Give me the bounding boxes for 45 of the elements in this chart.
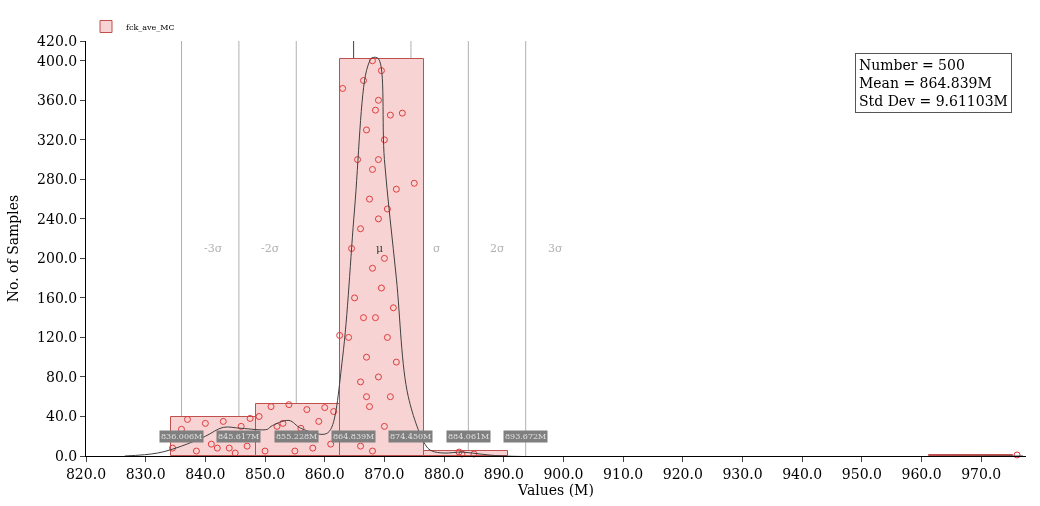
annotation: 836.006M bbox=[161, 432, 203, 441]
x-tick-label: 950.0 bbox=[841, 465, 882, 482]
ref-line-label: σ bbox=[433, 242, 441, 255]
annotation: 864.839M bbox=[333, 432, 375, 441]
y-tick-label: 0.0 bbox=[54, 447, 78, 464]
y-tick-label: 240.0 bbox=[37, 210, 78, 227]
annotation: Number = 500 Mean = 864.839M Std Dev = 9.61103M bbox=[859, 57, 1008, 110]
x-tick-label: 860.0 bbox=[304, 465, 345, 482]
legend-label: fck_ave_MC bbox=[126, 22, 175, 32]
annotation: 845.617M bbox=[218, 432, 260, 441]
ref-line-label: -3σ bbox=[204, 242, 223, 255]
y-tick-label: 80.0 bbox=[46, 368, 78, 385]
y-tick-label: 160.0 bbox=[37, 289, 78, 306]
annotation: 893.672M bbox=[505, 432, 547, 441]
x-tick-label: 960.0 bbox=[901, 465, 942, 482]
x-tick-label: 890.0 bbox=[483, 465, 524, 482]
y-tick-label: 280.0 bbox=[37, 171, 78, 188]
annotation: 855.228M bbox=[276, 432, 318, 441]
ref-line-label: 3σ bbox=[548, 242, 563, 255]
y-axis-title: No. of Samples bbox=[4, 194, 21, 303]
y-tick-label: 360.0 bbox=[37, 92, 78, 109]
y-tick-label: 400.0 bbox=[37, 52, 78, 69]
x-tick-label: 920.0 bbox=[662, 465, 703, 482]
x-tick-label: 930.0 bbox=[722, 465, 763, 482]
x-tick-label: 970.0 bbox=[961, 465, 1002, 482]
ref-line-label: 2σ bbox=[490, 242, 505, 255]
annotation: 884.061M bbox=[448, 432, 490, 441]
x-tick-label: 840.0 bbox=[185, 465, 226, 482]
annotation: 874.450M bbox=[390, 432, 432, 441]
x-tick-label: 940.0 bbox=[782, 465, 823, 482]
x-axis-title: Values (M) bbox=[517, 481, 594, 498]
y-tick-label: 40.0 bbox=[46, 408, 78, 425]
y-tick-label: 420.0 bbox=[37, 32, 78, 49]
y-tick-label: 320.0 bbox=[37, 131, 78, 148]
y-tick-label: 120.0 bbox=[37, 329, 78, 346]
x-tick-label: 870.0 bbox=[364, 465, 405, 482]
x-tick-label: 850.0 bbox=[245, 465, 286, 482]
ref-line-label: μ bbox=[376, 242, 384, 255]
x-tick-label: 820.0 bbox=[65, 465, 107, 482]
x-tick-label: 900.0 bbox=[543, 465, 584, 482]
ref-line-label: -2σ bbox=[261, 242, 280, 255]
y-tick-label: 200.0 bbox=[37, 250, 78, 267]
x-tick-label: 910.0 bbox=[603, 465, 644, 482]
x-tick-label: 830.0 bbox=[125, 465, 166, 482]
x-tick-label: 880.0 bbox=[424, 465, 465, 482]
